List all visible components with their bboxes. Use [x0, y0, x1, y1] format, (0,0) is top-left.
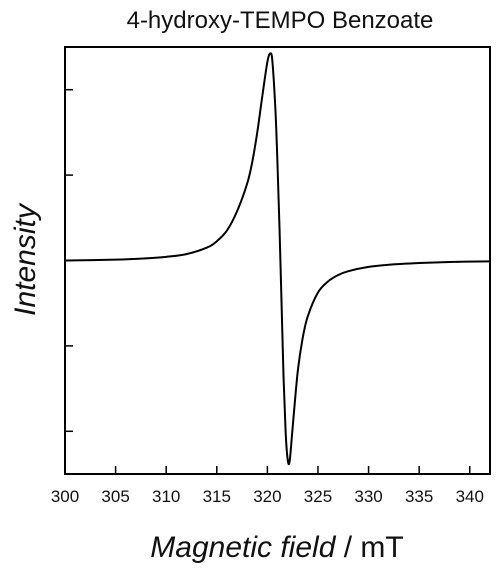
y-axis-label: Intensity — [9, 202, 42, 316]
x-axis-label: Magnetic field / mT — [150, 531, 403, 564]
spectrum-line — [64, 52, 491, 466]
x-tick-label: 315 — [203, 487, 231, 506]
x-tick-label: 320 — [253, 487, 281, 506]
x-tick-label: 330 — [354, 487, 382, 506]
x-tick-label: 300 — [51, 487, 79, 506]
x-tick-label: 305 — [101, 487, 129, 506]
plot-frame — [64, 46, 491, 475]
x-axis-ticks: 300 305 310 315 320 325 330 335 340 — [51, 466, 484, 506]
series-layer — [64, 52, 491, 466]
x-tick-label: 325 — [304, 487, 332, 506]
x-axis-label-quantity: Magnetic field — [150, 531, 336, 564]
x-tick-label: 335 — [405, 487, 433, 506]
chart-title: 4-hydroxy-TEMPO Benzoate — [127, 7, 434, 34]
x-axis-label-unit: / mT — [335, 531, 403, 564]
x-tick-label: 340 — [456, 487, 484, 506]
x-tick-label: 310 — [152, 487, 180, 506]
